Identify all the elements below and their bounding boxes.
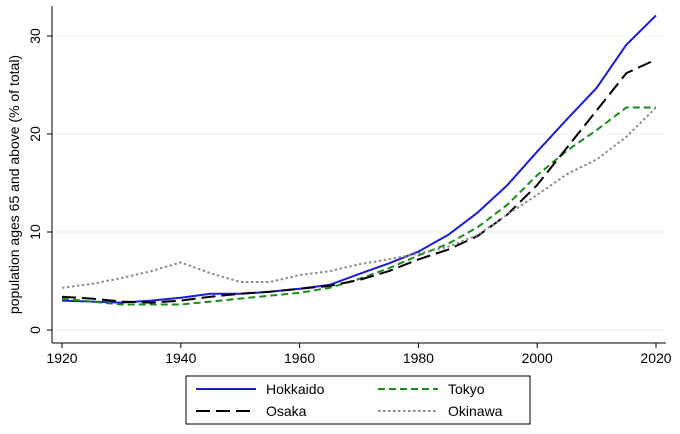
x-tick-label: 2020 [640, 350, 671, 366]
x-tick-label: 1980 [403, 350, 434, 366]
series-lines [61, 14, 657, 306]
x-tick-label: 2000 [522, 350, 553, 366]
legend-label-osaka: Osaka [266, 403, 307, 419]
gridlines [52, 35, 666, 331]
x-tick-label: 1940 [165, 350, 196, 366]
y-axis-title: population ages 65 and above (% of total… [6, 55, 22, 314]
legend-label-tokyo: Tokyo [448, 381, 485, 397]
legend: Hokkaido Tokyo Osaka Okinawa [185, 375, 531, 425]
series-line-hokkaido [61, 14, 657, 304]
series-line-okinawa [61, 106, 657, 289]
y-tick-label: 30 [27, 28, 43, 44]
y-tick-label: 20 [27, 126, 43, 142]
y-tick-label: 10 [27, 224, 43, 240]
legend-label-hokkaido: Hokkaido [266, 381, 325, 397]
y-tick-label: 0 [27, 326, 43, 334]
x-tick-label: 1960 [284, 350, 315, 366]
x-tick-label: 1920 [46, 350, 77, 366]
axes: 0 10 20 30 1920 1940 1960 1980 2000 2020 [27, 6, 672, 366]
series-line-tokyo [61, 106, 656, 306]
legend-label-okinawa: Okinawa [448, 403, 503, 419]
legend-box [185, 375, 531, 425]
